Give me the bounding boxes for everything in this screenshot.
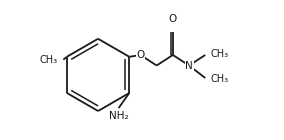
Text: CH₃: CH₃ — [210, 74, 228, 84]
Text: N: N — [185, 60, 193, 71]
Text: CH₃: CH₃ — [210, 49, 228, 59]
Text: CH₃: CH₃ — [39, 55, 57, 65]
Text: NH₂: NH₂ — [109, 111, 128, 121]
Text: O: O — [169, 14, 177, 24]
Text: O: O — [136, 50, 145, 60]
